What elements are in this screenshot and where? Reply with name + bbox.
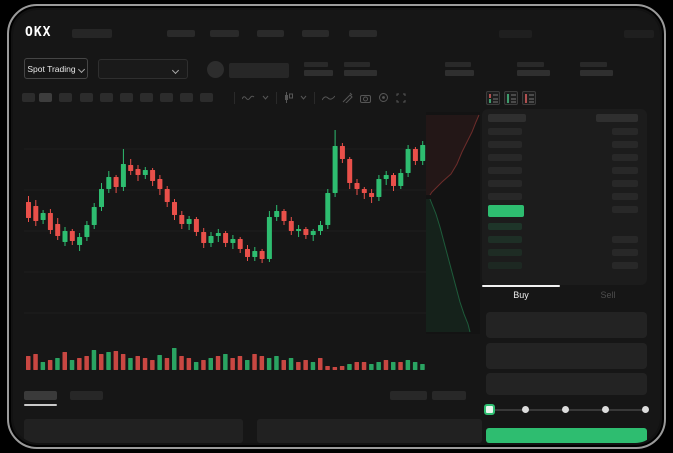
candle-style-icon[interactable] [284,92,293,103]
timeframe-button-placeholder[interactable] [80,93,93,102]
orderbook-view-bids-icon[interactable] [504,91,518,105]
timeframe-button-placeholder[interactable] [140,93,153,102]
orders-filter-placeholder[interactable] [432,391,466,400]
orders-tab-placeholder[interactable] [70,391,103,400]
slider-handle[interactable] [484,404,495,415]
app-screen: OKX Spot Trading [13,10,660,443]
amount-placeholder [612,193,638,200]
chevron-down-icon [79,66,85,72]
candlestick-chart[interactable] [24,112,480,370]
timeframe-button-placeholder[interactable] [100,93,113,102]
timeframe-button-placeholder[interactable] [160,93,173,102]
chevron-down-icon[interactable] [300,95,307,101]
nav-item-placeholder[interactable] [210,30,239,37]
slider-step-dot[interactable] [602,406,609,413]
orders-table-row [257,419,482,443]
ask-price-placeholder [488,128,522,135]
tab-buy[interactable]: Buy [513,290,529,300]
buy-tab-indicator [482,285,560,287]
timeframe-button-placeholder[interactable] [200,93,213,102]
nav-item-placeholder[interactable] [349,30,377,37]
ask-price-placeholder [488,141,522,148]
price-input-placeholder[interactable] [486,312,647,338]
amount-placeholder [612,206,638,213]
coin-avatar [207,61,224,78]
timeframe-button-placeholder[interactable] [120,93,133,102]
timeframe-button-placeholder[interactable] [59,93,72,102]
last-price-highlight [488,205,524,217]
pair-name-placeholder [229,63,289,78]
tablet-frame: OKX Spot Trading [7,4,666,449]
ask-price-placeholder [488,167,522,174]
price-header-placeholder [488,114,526,122]
amount-placeholder [612,180,638,187]
nav-right-placeholder[interactable] [624,30,654,38]
chevron-down-icon[interactable] [262,95,269,101]
timeframe-button-placeholder[interactable] [39,93,52,102]
bid-price-placeholder [488,249,522,256]
amount-header-placeholder [596,114,638,122]
overlay-wave-icon[interactable] [242,94,255,102]
fullscreen-icon[interactable] [396,93,406,103]
indicator-line-icon[interactable] [322,94,335,102]
slider-step-dot[interactable] [522,406,529,413]
amount-placeholder [612,262,638,269]
total-input-placeholder[interactable] [486,373,647,395]
amount-input-placeholder[interactable] [486,343,647,369]
chevron-down-icon [173,67,179,73]
chart-tools [234,90,406,105]
amount-placeholder [612,154,638,161]
ask-price-placeholder [488,193,522,200]
bid-price-placeholder [488,236,522,243]
nav-item-placeholder[interactable] [167,30,195,37]
buy-submit-button[interactable] [486,428,647,443]
slider-step-dot[interactable] [562,406,569,413]
market-type-label: Spot Trading [27,63,76,74]
okx-logo: OKX [25,25,52,40]
amount-placeholder [612,128,638,135]
ask-price-placeholder [488,154,522,161]
orders-tab-active-placeholder[interactable] [24,391,57,400]
camera-icon[interactable] [360,93,371,103]
timeframe-button-placeholder[interactable] [180,93,193,102]
nav-item-placeholder[interactable] [257,30,284,37]
brand-subtitle-placeholder [72,29,112,38]
draw-pencil-icon[interactable] [342,92,353,103]
orderbook-view-combined-icon[interactable] [486,91,500,105]
slider-step-dot[interactable] [642,406,649,413]
ask-price-placeholder [488,180,522,187]
orders-filter-placeholder[interactable] [390,391,427,400]
market-type-dropdown[interactable]: Spot Trading [24,58,88,79]
settings-gear-icon[interactable] [378,92,389,103]
active-tab-underline [24,404,57,406]
nav-item-placeholder[interactable] [302,30,329,37]
orderbook-panel [482,109,647,285]
nav-right-placeholder[interactable] [499,30,532,38]
pair-select-dropdown[interactable] [98,59,188,79]
orderbook-view-asks-icon[interactable] [522,91,536,105]
amount-placeholder [612,249,638,256]
bid-price-placeholder [488,223,522,230]
amount-placeholder [612,167,638,174]
timeframe-button-placeholder[interactable] [22,93,35,102]
amount-placeholder [612,236,638,243]
tab-sell[interactable]: Sell [600,290,616,300]
bid-price-placeholder [488,262,522,269]
orders-table-row [24,419,243,443]
amount-placeholder [612,141,638,148]
